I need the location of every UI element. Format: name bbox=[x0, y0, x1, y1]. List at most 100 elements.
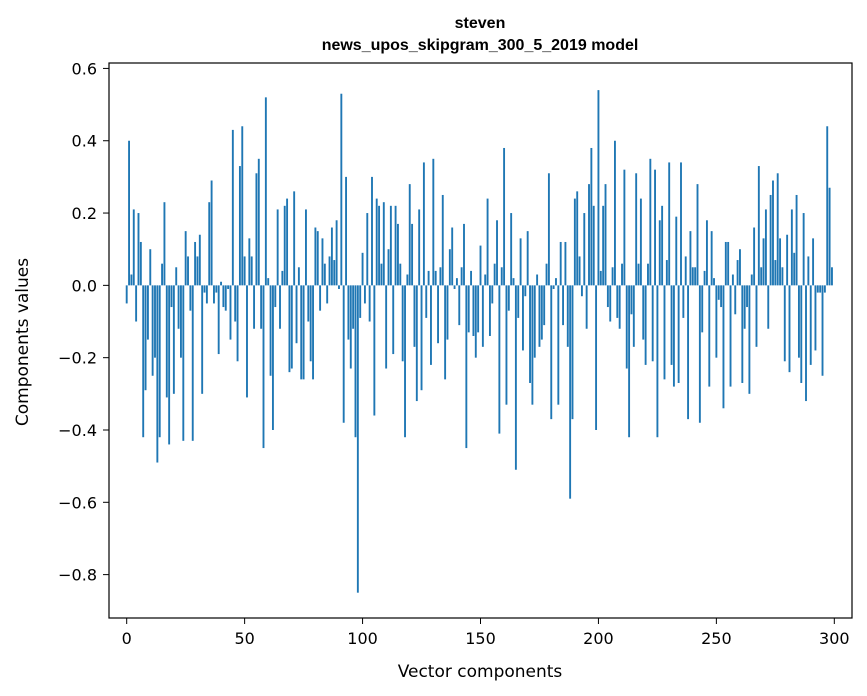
bar bbox=[682, 285, 685, 318]
bar bbox=[314, 227, 317, 286]
bar bbox=[453, 285, 456, 289]
x-axis-label: Vector components bbox=[398, 662, 563, 682]
bar bbox=[196, 256, 199, 286]
bar bbox=[632, 285, 635, 347]
bar bbox=[415, 285, 418, 402]
bar bbox=[345, 176, 347, 286]
bar bbox=[491, 285, 494, 304]
x-tick-label: 250 bbox=[701, 629, 732, 648]
bar bbox=[705, 220, 708, 286]
bar bbox=[243, 256, 246, 286]
y-tick-label: −0.4 bbox=[58, 421, 97, 440]
bar bbox=[154, 285, 156, 358]
bar bbox=[635, 173, 638, 286]
bar bbox=[144, 285, 147, 391]
bar bbox=[585, 285, 588, 329]
bar bbox=[316, 231, 319, 286]
bar bbox=[269, 285, 272, 376]
bar bbox=[184, 231, 187, 286]
bar bbox=[614, 140, 616, 286]
bar bbox=[213, 285, 215, 304]
bar bbox=[198, 234, 201, 286]
bar bbox=[590, 147, 593, 286]
bar bbox=[583, 213, 586, 286]
bar bbox=[547, 173, 550, 286]
bar bbox=[180, 285, 182, 358]
bar bbox=[404, 285, 406, 438]
bar bbox=[286, 198, 289, 286]
bar bbox=[175, 267, 178, 286]
bar bbox=[137, 213, 140, 286]
bar bbox=[458, 285, 461, 326]
bar bbox=[717, 285, 720, 300]
bar bbox=[474, 285, 477, 358]
bar bbox=[463, 223, 465, 286]
bar bbox=[807, 256, 810, 286]
bar bbox=[340, 93, 343, 286]
bar bbox=[616, 285, 619, 318]
y-tick-label: 0.2 bbox=[72, 204, 97, 223]
bar bbox=[290, 285, 293, 369]
x-tick-label: 150 bbox=[465, 629, 496, 648]
y-axis-label: Components values bbox=[13, 258, 33, 426]
bar bbox=[767, 285, 770, 329]
bar bbox=[748, 285, 751, 394]
bar bbox=[562, 285, 564, 326]
bar bbox=[189, 285, 192, 311]
bar bbox=[389, 205, 392, 286]
bar bbox=[819, 285, 822, 293]
bar bbox=[722, 285, 725, 409]
bar bbox=[710, 231, 713, 286]
bar bbox=[354, 285, 357, 438]
bar bbox=[606, 285, 609, 308]
bar bbox=[550, 285, 553, 420]
bar bbox=[139, 241, 142, 286]
bar bbox=[536, 274, 539, 286]
bar bbox=[526, 231, 529, 286]
bar bbox=[271, 285, 274, 430]
bar bbox=[628, 285, 631, 438]
bar bbox=[821, 285, 824, 376]
bar bbox=[729, 285, 732, 387]
bar bbox=[793, 252, 796, 286]
bar bbox=[236, 285, 239, 362]
bar bbox=[432, 158, 435, 286]
bar bbox=[790, 209, 793, 286]
bar bbox=[156, 285, 159, 463]
bar bbox=[743, 285, 746, 329]
bar bbox=[677, 285, 680, 383]
bar bbox=[739, 249, 741, 286]
bar bbox=[248, 238, 251, 286]
y-tick-label: 0.6 bbox=[72, 59, 97, 78]
x-axis: 0 50 100 150 200 250 300 bbox=[122, 618, 850, 648]
bar bbox=[573, 198, 576, 286]
bar bbox=[319, 285, 322, 311]
bar bbox=[757, 166, 760, 286]
bar bbox=[576, 191, 579, 286]
bar bbox=[387, 249, 390, 286]
bar bbox=[805, 285, 807, 402]
bar bbox=[397, 223, 399, 286]
bar bbox=[231, 129, 234, 286]
bar bbox=[781, 267, 784, 286]
bar bbox=[602, 205, 605, 286]
bar bbox=[194, 241, 197, 286]
bar bbox=[517, 285, 520, 318]
bar bbox=[597, 90, 600, 286]
bar bbox=[703, 270, 706, 286]
bar bbox=[472, 285, 475, 336]
bar bbox=[750, 274, 753, 286]
bar bbox=[170, 285, 173, 308]
bar bbox=[696, 184, 699, 286]
bar bbox=[507, 285, 510, 311]
bar bbox=[826, 126, 829, 286]
bar bbox=[227, 285, 230, 289]
bar bbox=[496, 220, 498, 286]
bar bbox=[142, 285, 145, 438]
bar bbox=[559, 241, 562, 286]
bar bbox=[382, 202, 385, 286]
bar bbox=[328, 256, 331, 286]
bar bbox=[309, 285, 312, 362]
bar bbox=[333, 260, 336, 286]
